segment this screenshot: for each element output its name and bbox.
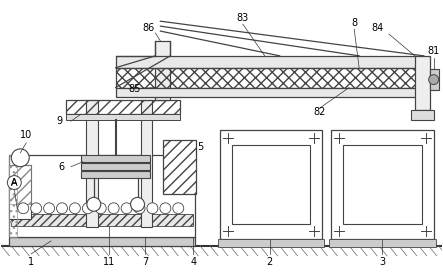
Text: 4: 4 (190, 257, 196, 267)
Text: 82: 82 (313, 107, 326, 117)
Text: 86: 86 (142, 23, 155, 33)
Circle shape (121, 203, 132, 214)
Bar (163, 140, 196, 194)
Bar (66, 114, 180, 120)
Text: 81: 81 (427, 46, 440, 56)
Circle shape (87, 197, 101, 211)
Bar (220, 130, 323, 239)
Circle shape (18, 203, 29, 214)
Bar (116, 56, 424, 68)
Text: 3: 3 (379, 257, 385, 267)
Text: 10: 10 (20, 130, 32, 140)
Bar (12, 214, 193, 226)
Circle shape (70, 203, 80, 214)
Bar (343, 145, 422, 224)
Bar (415, 56, 430, 110)
Circle shape (82, 203, 93, 214)
Text: 85: 85 (128, 84, 141, 94)
Bar (430, 69, 439, 90)
Circle shape (8, 176, 21, 189)
Bar (155, 41, 170, 100)
Circle shape (134, 203, 145, 214)
Text: 7: 7 (142, 257, 148, 267)
Circle shape (160, 203, 171, 214)
Circle shape (429, 75, 439, 84)
Circle shape (31, 203, 42, 214)
Text: 84: 84 (371, 23, 383, 33)
Circle shape (108, 203, 119, 214)
Bar (86, 100, 98, 227)
Circle shape (57, 203, 67, 214)
Text: 83: 83 (237, 13, 249, 23)
Bar (9, 155, 17, 237)
Text: 2: 2 (267, 257, 273, 267)
Bar (9, 227, 195, 237)
Text: 5: 5 (197, 142, 203, 152)
Bar (66, 100, 180, 114)
Text: 1: 1 (28, 257, 34, 267)
Circle shape (131, 197, 144, 211)
Bar (9, 165, 31, 219)
Text: A: A (11, 178, 18, 188)
Circle shape (12, 149, 29, 167)
Bar (9, 237, 195, 246)
Bar (9, 155, 195, 237)
Text: 11: 11 (103, 257, 115, 267)
Bar (329, 239, 435, 247)
Bar (116, 68, 424, 87)
Bar (13, 153, 27, 158)
Text: 9: 9 (56, 116, 62, 126)
Text: A: A (11, 178, 17, 187)
Bar (81, 171, 151, 178)
Text: 8: 8 (351, 18, 357, 28)
Bar (116, 87, 424, 97)
Bar (232, 145, 311, 224)
Bar (81, 155, 151, 162)
Bar (218, 239, 324, 247)
Bar (331, 130, 434, 239)
Bar (9, 165, 31, 204)
Bar (140, 100, 152, 227)
Bar (411, 110, 434, 120)
Circle shape (173, 203, 184, 214)
Circle shape (95, 203, 106, 214)
Bar (81, 163, 151, 170)
Circle shape (43, 203, 54, 214)
Text: 6: 6 (58, 162, 64, 172)
Circle shape (147, 203, 158, 214)
